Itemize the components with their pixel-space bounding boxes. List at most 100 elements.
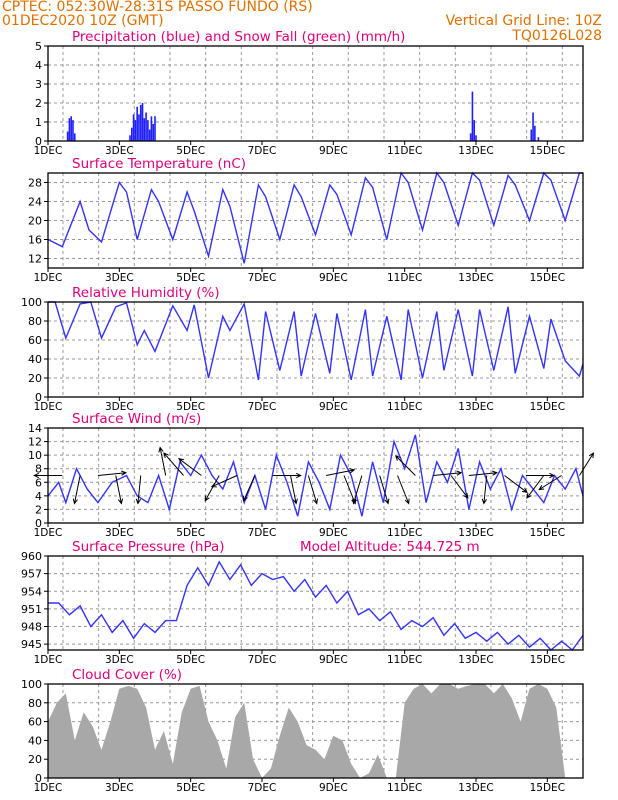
wind-arrow: [163, 452, 184, 476]
wind-ytick-label: 8: [35, 463, 42, 476]
rh-series-line: [48, 301, 584, 381]
cloud-ytick-label: 0: [35, 772, 42, 785]
precip-bar: [469, 133, 472, 141]
wind-arrow: [210, 475, 238, 488]
wind-xtick-label: 9DEC: [319, 527, 348, 539]
wind-arrow: [204, 475, 220, 502]
precip-bar: [534, 125, 536, 141]
wind-arrow: [72, 475, 81, 505]
precip-ytick-label: 3: [35, 78, 42, 91]
temp-xtick-label: 1DEC: [34, 272, 63, 284]
pres-xtick-label: 1DEC: [34, 654, 63, 666]
precip-xtick-label: 5DEC: [176, 145, 205, 157]
rh-xtick-label: 7DEC: [248, 401, 277, 413]
pres-xtick-label: 5DEC: [176, 654, 205, 666]
wind-arrow: [290, 475, 298, 505]
cloud-panel: 0 20 40 60 80 100 1DEC 3DEC 5DEC 7DEC 9DEC 11DEC 13D…: [21, 667, 584, 794]
cloud-ytick-label: 80: [28, 697, 42, 710]
cloud-xtick-label: 7DEC: [248, 782, 277, 794]
cloud-xtick-label: 15DEC: [530, 782, 565, 794]
precip-ytick-label: 1: [35, 116, 42, 129]
wind-arrow: [326, 468, 356, 476]
precip-bar: [72, 120, 74, 141]
wind-xtick-label: 11DEC: [387, 527, 422, 539]
precip-bar: [473, 120, 476, 141]
wind-xtick-label: 7DEC: [248, 527, 277, 539]
precip-xtick-label: 1DEC: [34, 145, 63, 157]
temp-xtick-label: 11DEC: [387, 272, 422, 284]
rh-xtick-label: 15DEC: [530, 401, 565, 413]
cloud-frame: [47, 683, 584, 779]
grid-line-note: Vertical Grid Line: 10Z: [445, 13, 602, 29]
precip-xtick-label: 13DEC: [458, 145, 493, 157]
wind-arrow: [178, 458, 202, 476]
temp-ytick-label: 28: [28, 177, 42, 190]
rh-xtick-label: 3DEC: [105, 401, 134, 413]
precip-panel: 0 1 2 3 4 5 1DEC 3DEC 5DEC 7DEC 9DEC 11DEC 13DEC 15DE…: [34, 29, 584, 157]
wind-arrow: [158, 446, 167, 476]
precip-bar: [148, 129, 151, 141]
wind-title: Surface Wind (m/s): [72, 411, 201, 427]
temp-xtick-label: 15DEC: [530, 272, 565, 284]
precip-title: Precipitation (blue) and Snow Fall (gree…: [72, 29, 405, 45]
temp-xtick-label: 5DEC: [176, 272, 205, 284]
precip-bar: [532, 112, 534, 141]
precip-xtick-label: 7DEC: [248, 145, 277, 157]
rh-ytick-label: 60: [28, 334, 42, 347]
precip-ytick-label: 4: [35, 59, 42, 72]
temp-ytick-label: 24: [28, 196, 42, 209]
wind-ytick-label: 4: [35, 490, 42, 503]
precip-bar: [136, 106, 138, 141]
wind-arrow: [579, 452, 595, 476]
wind-arrow: [433, 470, 463, 476]
precip-xtick-label: 11DEC: [387, 145, 422, 157]
pres-ytick-label: 960: [21, 550, 42, 563]
pres-xtick-label: 13DEC: [458, 654, 493, 666]
temp-xtick-label: 9DEC: [319, 272, 348, 284]
precip-bar: [68, 118, 71, 141]
cloud-ytick-label: 100: [21, 678, 42, 691]
rh-panel: 0 20 40 60 80 100 1DEC 3DEC 5DEC 7DEC 9DEC 11DEC 13D…: [21, 285, 584, 413]
wind-ytick-label: 12: [28, 436, 42, 449]
precip-bar: [132, 114, 135, 141]
temp-xtick-label: 7DEC: [248, 272, 277, 284]
cloud-ytick-label: 40: [28, 734, 42, 747]
wind-arrow: [394, 455, 416, 476]
precip-bar: [139, 104, 142, 141]
wind-arrow: [352, 475, 363, 505]
precip-bar: [138, 114, 140, 141]
wind-xtick-label: 3DEC: [105, 527, 134, 539]
wind-arrow: [397, 475, 410, 505]
wind-ytick-label: 0: [35, 517, 42, 530]
cloud-xtick-label: 3DEC: [105, 782, 134, 794]
wind-frame: [47, 427, 584, 524]
precip-bar: [70, 116, 72, 141]
temp-ytick-label: 16: [28, 234, 42, 247]
rh-xtick-label: 1DEC: [34, 401, 63, 413]
wind-ytick-label: 2: [35, 503, 42, 516]
wind-arrow: [538, 475, 562, 491]
precip-ytick-label: 0: [35, 135, 42, 148]
pres-panel: 945 948 951 954 957 960 1DEC 3DEC 5DEC 7DEC 9DEC 11…: [21, 539, 584, 666]
precip-bar: [150, 116, 153, 141]
rh-xtick-label: 5DEC: [176, 401, 205, 413]
wind-arrow: [450, 475, 469, 499]
precip-ytick-label: 5: [35, 40, 42, 53]
wind-arrow: [525, 472, 556, 479]
precip-xtick-label: 9DEC: [319, 145, 348, 157]
temp-ytick-label: 20: [28, 215, 42, 228]
temp-xtick-label: 13DEC: [458, 272, 493, 284]
rh-ytick-label: 80: [28, 315, 42, 328]
rh-ytick-label: 20: [28, 372, 42, 385]
precip-ytick-label: 2: [35, 97, 42, 110]
precip-xtick-label: 15DEC: [530, 145, 565, 157]
rh-title: Relative Humidity (%): [72, 285, 220, 301]
precip-frame: [47, 45, 584, 142]
precip-bar: [129, 135, 131, 141]
precip-bar: [143, 118, 146, 141]
cloud-xtick-label: 11DEC: [387, 782, 422, 794]
temp-panel: 12 16 20 24 28 1DEC 3DEC 5DEC 7DEC 9DEC 11DEC 13DEC…: [28, 156, 584, 284]
wind-ytick-label: 6: [35, 476, 42, 489]
rh-xtick-label: 9DEC: [319, 401, 348, 413]
